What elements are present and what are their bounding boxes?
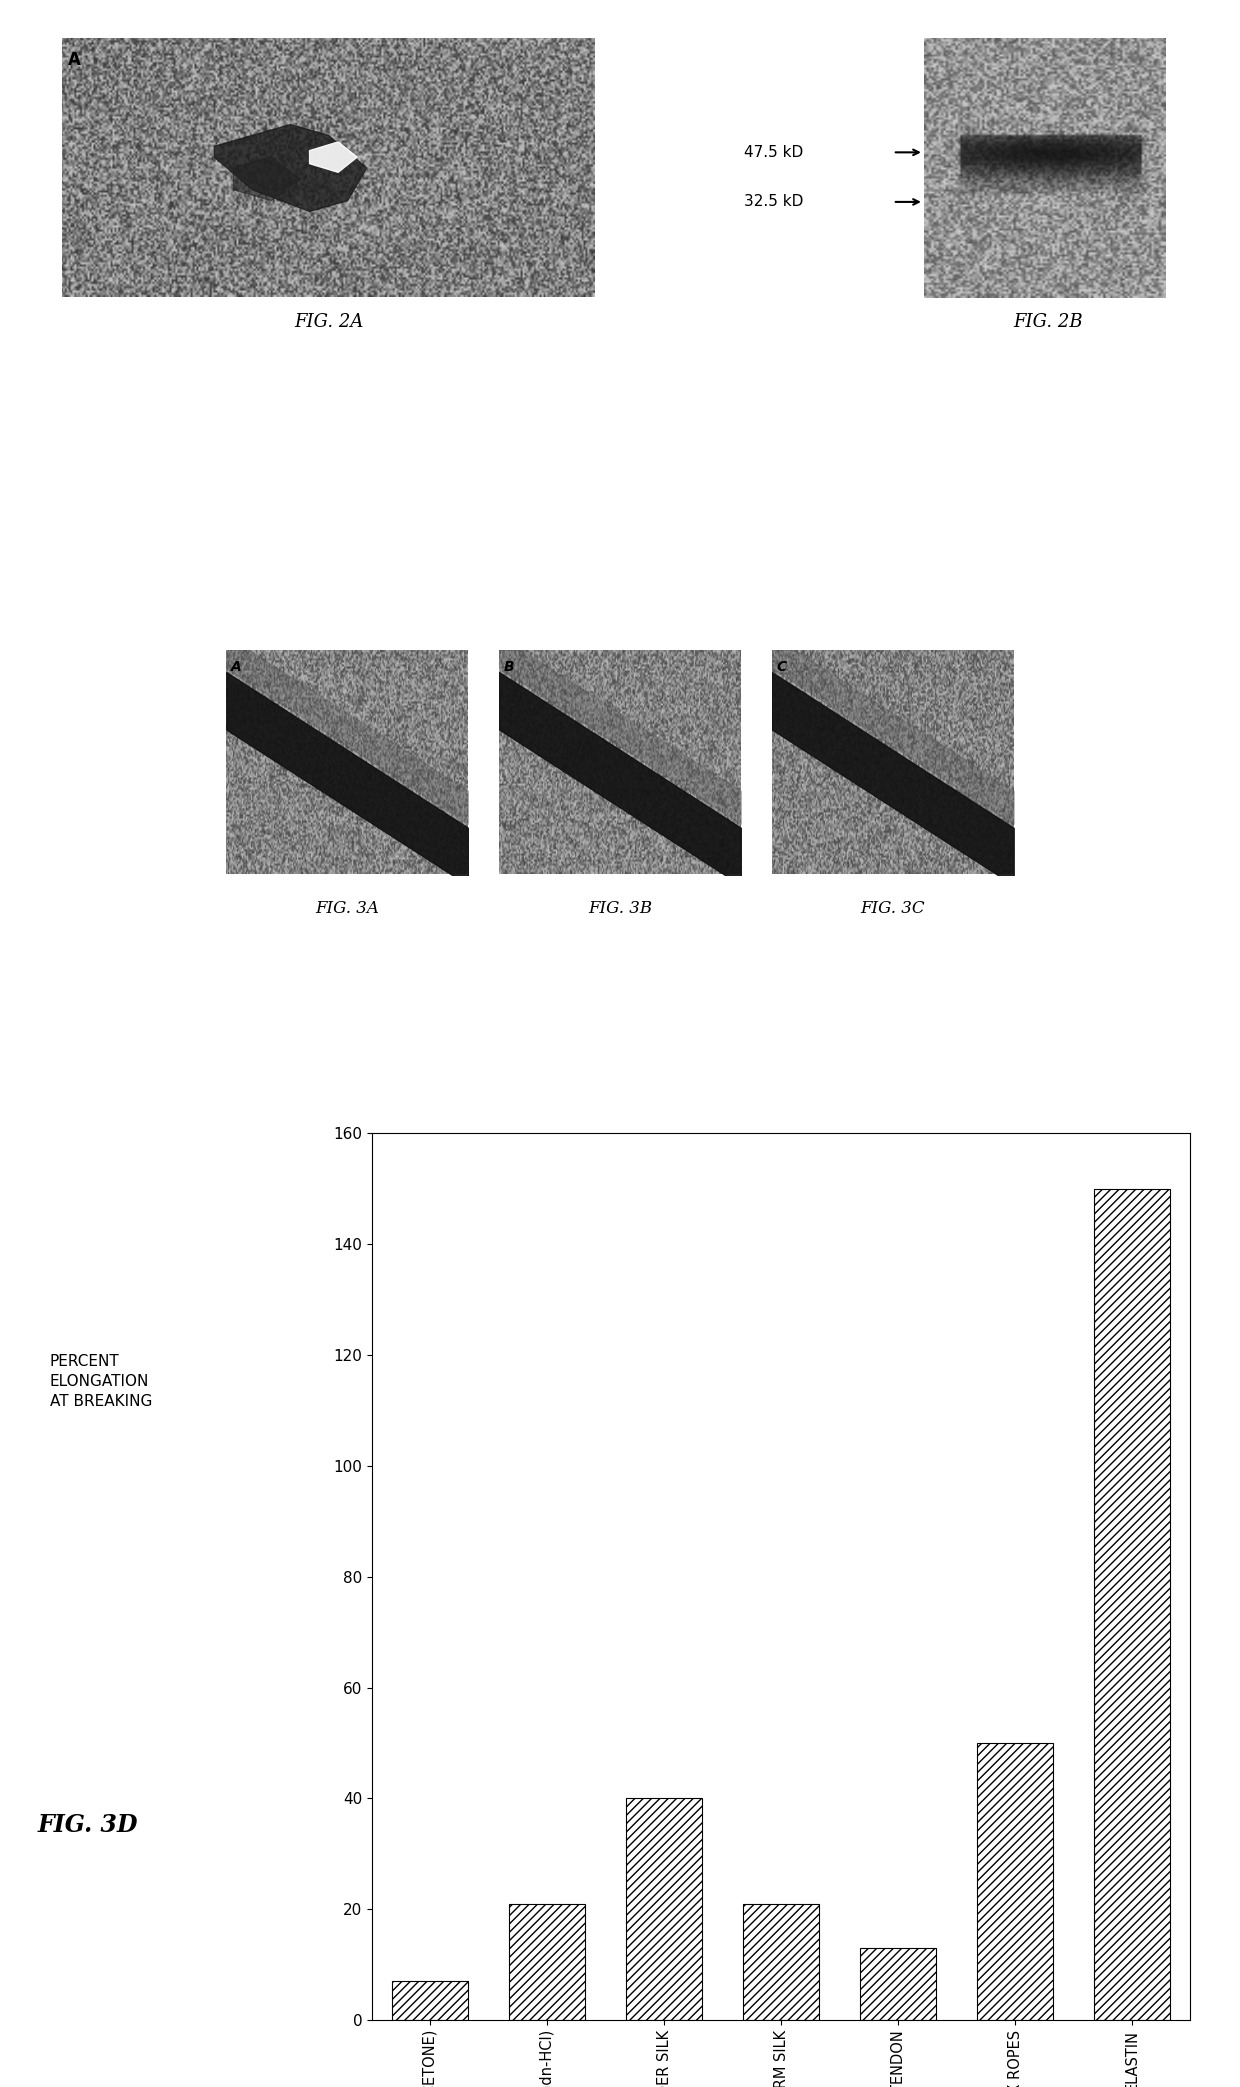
Text: FIG. 3B: FIG. 3B (588, 899, 652, 916)
Text: FIG. 2B: FIG. 2B (1013, 313, 1083, 332)
Text: FIG. 3A: FIG. 3A (315, 899, 379, 916)
Bar (392, 1981, 469, 2020)
Text: FIG. 3C: FIG. 3C (861, 899, 925, 916)
Text: FIG. 2A: FIG. 2A (294, 313, 363, 332)
Bar (743, 1903, 820, 2020)
Text: 32.5 kD: 32.5 kD (744, 194, 804, 209)
Text: B: B (505, 659, 515, 674)
Text: FIG. 3D: FIG. 3D (37, 1814, 138, 1837)
Text: A: A (68, 50, 81, 69)
Bar (1094, 1190, 1169, 2020)
Text: A: A (232, 659, 242, 674)
Polygon shape (233, 157, 300, 200)
Text: C: C (777, 659, 787, 674)
Polygon shape (310, 142, 357, 173)
Bar (626, 1799, 702, 2020)
Bar (977, 1743, 1053, 2020)
Bar (861, 1947, 936, 2020)
Text: PERCENT
ELONGATION
AT BREAKING: PERCENT ELONGATION AT BREAKING (50, 1354, 153, 1409)
Polygon shape (215, 125, 367, 211)
Text: 47.5 kD: 47.5 kD (744, 144, 804, 161)
Bar (510, 1903, 585, 2020)
